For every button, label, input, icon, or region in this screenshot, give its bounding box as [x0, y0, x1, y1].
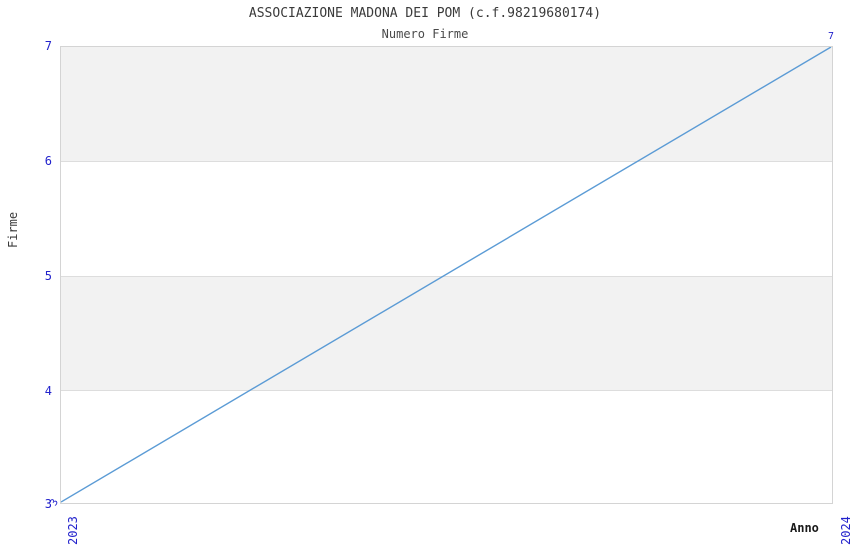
x-axis-label: Anno: [790, 521, 819, 535]
gridline-6: [61, 161, 832, 162]
series-line-numero-firme: [61, 47, 832, 503]
y-axis-tick-5: 5: [44, 269, 52, 283]
x-axis-tick-2024: 2024: [839, 516, 850, 545]
y-axis-tick-3: 3: [44, 497, 52, 511]
x-axis-tick-2023: 2023: [66, 516, 80, 545]
chart-title: ASSOCIAZIONE MADONA DEI POM (c.f.9821968…: [248, 6, 602, 21]
gridline-5: [61, 276, 832, 277]
data-point-label-2024: 7: [828, 31, 835, 42]
y-axis-label: Firme: [6, 211, 20, 248]
band-7-6: [61, 47, 832, 161]
y-axis-tick-7: 7: [44, 39, 52, 53]
y-axis-tick-4: 4: [44, 384, 52, 398]
chart-subtitle: Numero Firme: [381, 27, 469, 41]
y-axis-tick-6: 6: [44, 154, 52, 168]
gridline-4: [61, 390, 832, 391]
plot-area: [60, 46, 833, 504]
band-5-4: [61, 276, 832, 390]
